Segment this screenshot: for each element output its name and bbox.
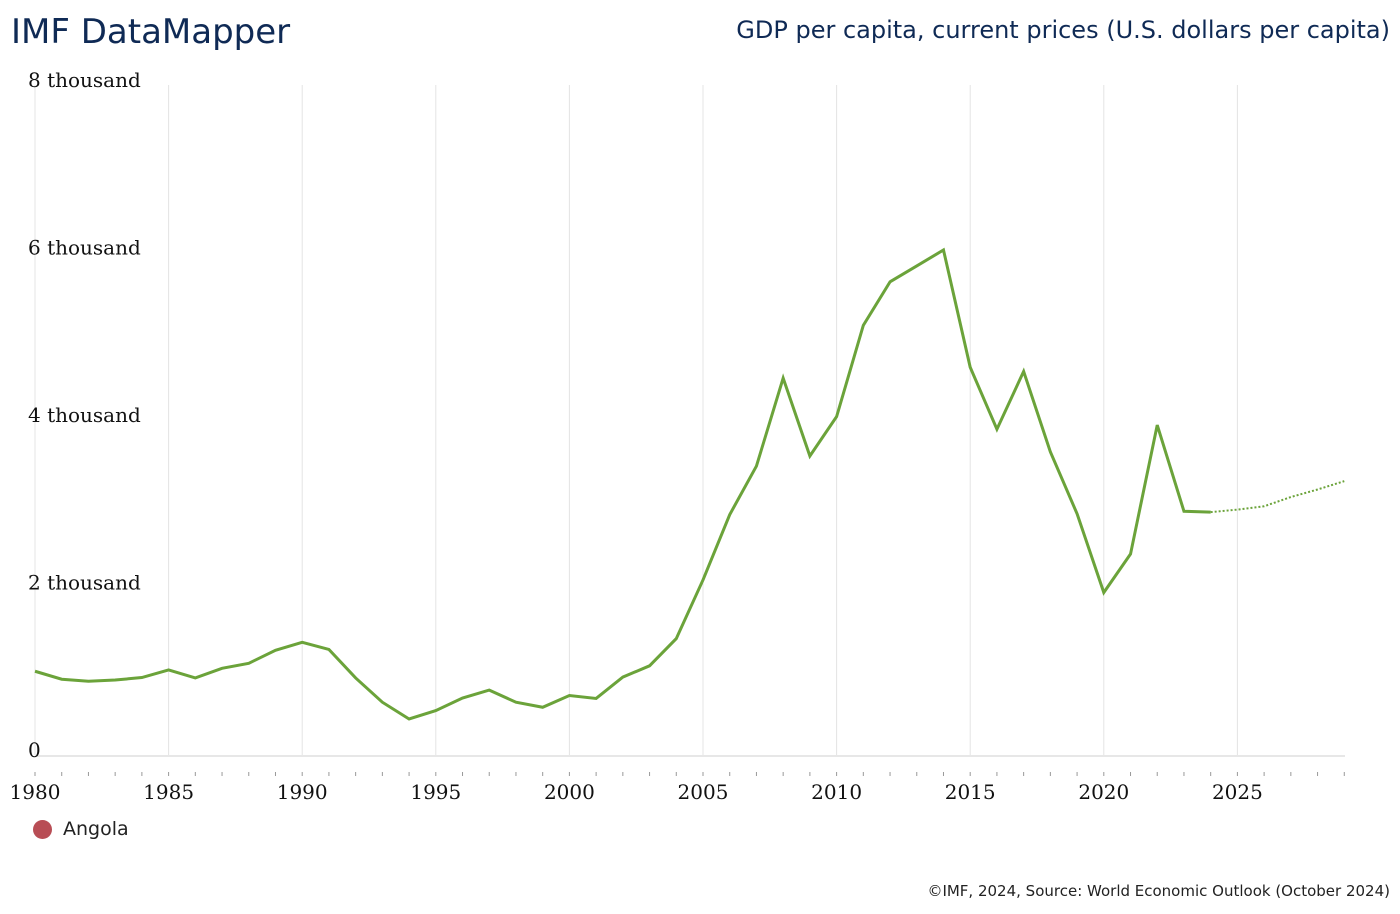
data-point-angola [1237,509,1238,510]
data-point-angola [622,677,623,678]
data-point-angola [1344,481,1345,482]
data-point-angola [408,718,409,719]
data-point-angola [702,579,703,580]
label-layer: 1980 1985 1990 1995 2000 2005 2010 2015 2020 2025… [10,68,1263,804]
data-point-angola [729,514,730,515]
data-point-angola [542,707,543,708]
data-point-angola [1157,424,1158,425]
data-point-angola [462,697,463,698]
data-point-angola [141,677,142,678]
x-tick-label: 2000 [544,780,595,804]
x-tick-label: 1990 [277,780,328,804]
axis-layer [34,755,1345,776]
data-point-angola [515,702,516,703]
data-point-angola [569,695,570,696]
data-point-angola [649,665,650,666]
data-point-angola [889,281,890,282]
chart-title: GDP per capita, current prices (U.S. dol… [736,16,1390,44]
y-tick-label: 0 [28,738,41,762]
data-point-angola [1183,511,1184,512]
legend-label-angola[interactable]: Angola [63,818,129,840]
x-tick-label: 1985 [143,780,194,804]
data-point-angola [1023,371,1024,372]
data-point-angola [382,702,383,703]
data-point-angola [275,650,276,651]
data-point-angola [328,649,329,650]
data-point-angola [1076,513,1077,514]
data-point-angola [1130,553,1131,554]
grid-layer [34,85,1238,755]
data-point-angola [435,710,436,711]
data-point-angola [916,265,917,266]
data-point-angola [1050,451,1051,452]
data-point-angola [221,668,222,669]
data-point-angola [1103,592,1104,593]
data-point-angola [783,378,784,379]
series-line-angola [34,247,1211,721]
y-tick-label: 6 thousand [28,236,141,260]
data-point-angola [1264,506,1265,507]
data-point-angola [1317,489,1318,490]
legend-dot-angola[interactable] [33,819,52,839]
data-point-angola [943,249,944,250]
data-point-angola [756,465,757,466]
x-tick-label: 1995 [410,780,461,804]
data-point-angola [809,455,810,456]
data-point-angola [676,638,677,639]
data-point-angola [970,367,971,368]
data-point-angola [302,642,303,643]
x-tick-label: 2020 [1078,780,1129,804]
x-tick-label: 1980 [10,780,61,804]
data-point-angola [863,325,864,326]
legend: Angola [33,818,129,840]
source-note: ©IMF, 2024, Source: World Economic Outlo… [927,882,1390,900]
x-tick-label: 2010 [811,780,862,804]
data-point-angola [836,416,837,417]
data-point-angola [88,681,89,682]
y-tick-label: 4 thousand [28,403,141,427]
data-point-angola [195,677,196,678]
data-point-angola [1290,496,1291,497]
y-tick-label: 8 thousand [28,68,141,92]
data-point-angola [168,669,169,670]
data-point-angola [1210,512,1211,513]
data-point-angola [115,679,116,680]
series-layer [34,247,1345,721]
data-point-angola [248,663,249,664]
y-tick-label: 2 thousand [28,571,141,595]
x-tick-label: 2025 [1212,780,1263,804]
series-projection-angola [1210,480,1345,514]
data-point-angola [596,698,597,699]
x-tick-label: 2015 [945,780,996,804]
brand-title: IMF DataMapper [11,12,291,52]
data-point-angola [996,429,997,430]
data-point-angola [489,689,490,690]
x-tick-label: 2005 [678,780,729,804]
data-point-angola [34,671,35,672]
data-point-angola [355,677,356,678]
data-point-angola [61,679,62,680]
